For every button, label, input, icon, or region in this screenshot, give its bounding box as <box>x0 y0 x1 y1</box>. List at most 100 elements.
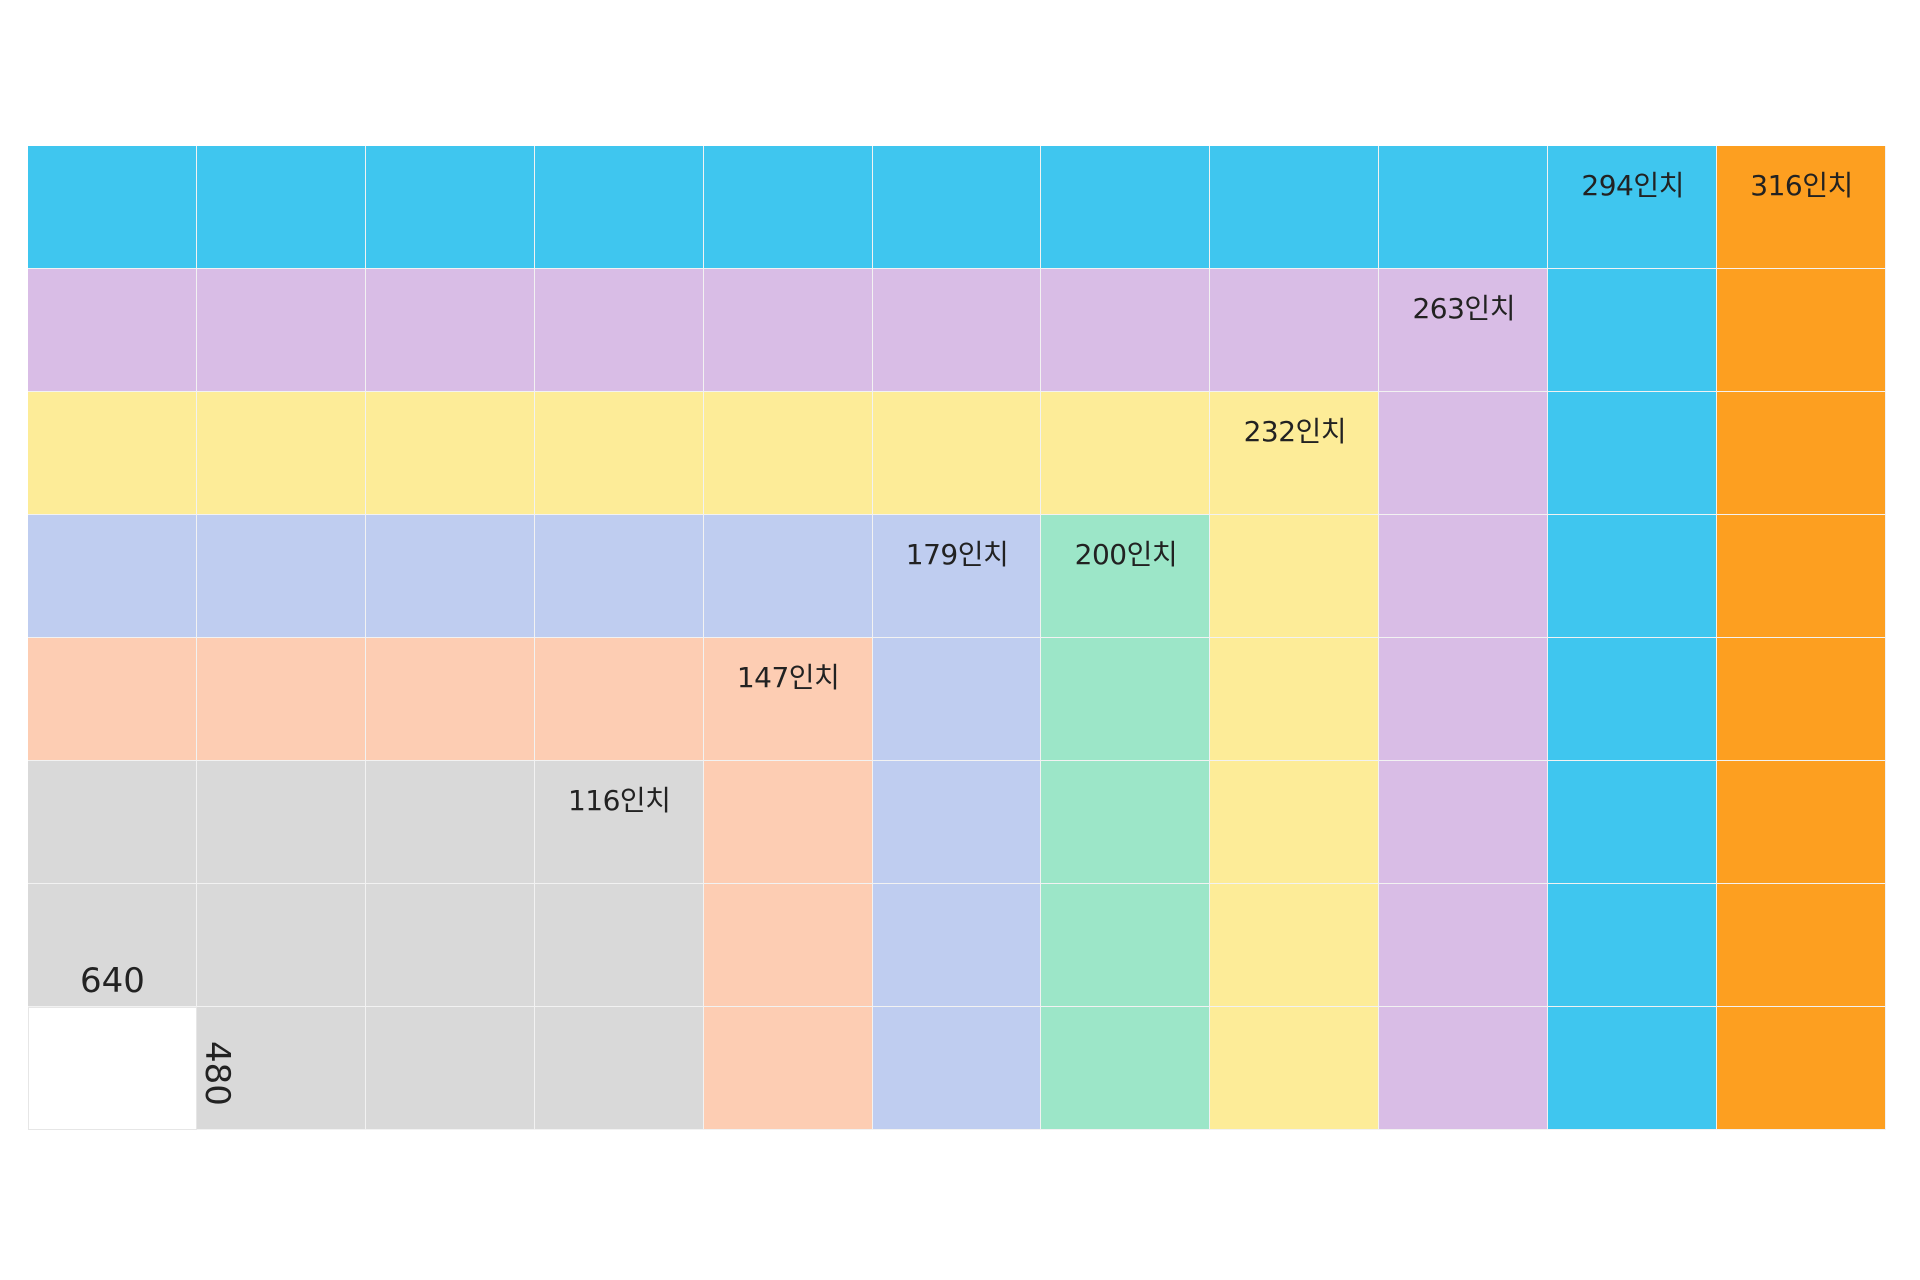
grid-cell <box>703 884 873 1007</box>
grid-cell <box>872 392 1042 515</box>
grid-cell <box>703 1007 873 1130</box>
grid-cell <box>1548 392 1718 515</box>
grid-cell <box>196 392 366 515</box>
grid-cell <box>28 392 197 515</box>
grid-cell <box>1717 515 1886 638</box>
grid-cell <box>28 515 197 638</box>
grid-cell <box>1210 1007 1380 1130</box>
grid-cell <box>1379 884 1549 1007</box>
size-label: 179인치 <box>905 538 1009 571</box>
grid-cell <box>1548 269 1718 392</box>
grid-cell <box>872 146 1042 269</box>
grid-cell <box>872 638 1042 761</box>
grid-cell <box>1210 884 1380 1007</box>
grid-cell <box>28 761 197 884</box>
grid-cell <box>1210 761 1380 884</box>
grid-cell <box>534 146 704 269</box>
grid-cell <box>365 884 535 1007</box>
grid-cell <box>1041 269 1211 392</box>
grid-cell <box>28 269 197 392</box>
grid-cell <box>196 761 366 884</box>
grid-cell <box>1717 269 1886 392</box>
grid-cell <box>1717 638 1886 761</box>
grid-cell <box>1717 146 1886 269</box>
grid-cell <box>1041 392 1211 515</box>
grid-cell <box>1717 761 1886 884</box>
grid-cell <box>365 1007 535 1130</box>
grid-cell <box>534 761 704 884</box>
grid-cell <box>196 146 366 269</box>
grid-cell <box>1379 146 1549 269</box>
grid-cell <box>703 515 873 638</box>
size-label: 263인치 <box>1412 292 1515 325</box>
grid-cell <box>1548 146 1718 269</box>
grid-cell <box>28 638 197 761</box>
grid-cell <box>196 638 366 761</box>
size-label: 147인치 <box>736 661 840 694</box>
size-grid: 116인치 147인치 179인치 200인치 232인치 263인치 294인치 316인치… <box>28 146 1886 1130</box>
grid-cell <box>1548 1007 1718 1130</box>
grid-cell <box>872 1007 1042 1130</box>
grid-cell <box>365 761 535 884</box>
grid-cell <box>365 638 535 761</box>
size-label: 116인치 <box>567 784 671 817</box>
grid-cell <box>1041 761 1211 884</box>
grid-cell <box>1379 1007 1549 1130</box>
grid-cell <box>1041 515 1211 638</box>
grid-cell <box>1548 638 1718 761</box>
grid-cell <box>1717 884 1886 1007</box>
grid-cell <box>1041 1007 1211 1130</box>
reference-cell <box>28 1007 197 1130</box>
grid-cell <box>534 1007 704 1130</box>
size-label: 294인치 <box>1581 169 1684 202</box>
grid-cell <box>703 146 873 269</box>
grid-cell <box>196 1007 366 1130</box>
grid-cell <box>1717 1007 1886 1130</box>
grid-cell <box>1379 392 1549 515</box>
grid-cell <box>872 884 1042 1007</box>
size-label: 316인치 <box>1750 169 1853 202</box>
grid-cell <box>1379 269 1549 392</box>
grid-cell <box>1379 638 1549 761</box>
grid-cell <box>1210 146 1380 269</box>
grid-cell <box>703 269 873 392</box>
grid-cell <box>703 761 873 884</box>
grid-cell <box>365 146 535 269</box>
grid-cell <box>1379 761 1549 884</box>
grid-cell <box>534 515 704 638</box>
grid-cell <box>1041 146 1211 269</box>
grid-cell <box>1548 884 1718 1007</box>
grid-cell <box>365 515 535 638</box>
grid-cell <box>1210 515 1380 638</box>
grid-cell <box>196 515 366 638</box>
size-label: 232인치 <box>1243 415 1347 448</box>
height-label: 480 <box>196 1041 237 1106</box>
grid-cell <box>872 761 1042 884</box>
grid-cell <box>1548 515 1718 638</box>
grid-cell <box>703 392 873 515</box>
grid-cell <box>1210 392 1380 515</box>
grid-cell <box>1379 515 1549 638</box>
grid-cell <box>365 269 535 392</box>
grid-cell <box>365 392 535 515</box>
grid-cell <box>1041 638 1211 761</box>
grid-cell <box>28 146 197 269</box>
grid-cell <box>703 638 873 761</box>
width-label: 640 <box>80 961 145 1001</box>
grid-cell <box>534 638 704 761</box>
grid-cell <box>28 884 197 1007</box>
grid-cell <box>872 515 1042 638</box>
size-label: 200인치 <box>1074 538 1178 571</box>
grid-cell <box>534 269 704 392</box>
grid-cell <box>1041 884 1211 1007</box>
grid-cell <box>196 884 366 1007</box>
grid-cell <box>1210 269 1380 392</box>
grid-cell <box>534 392 704 515</box>
grid-cell <box>1717 392 1886 515</box>
grid-cell <box>196 269 366 392</box>
grid-cell <box>1548 761 1718 884</box>
grid-cell <box>1210 638 1380 761</box>
grid-cell <box>872 269 1042 392</box>
grid-cell <box>534 884 704 1007</box>
